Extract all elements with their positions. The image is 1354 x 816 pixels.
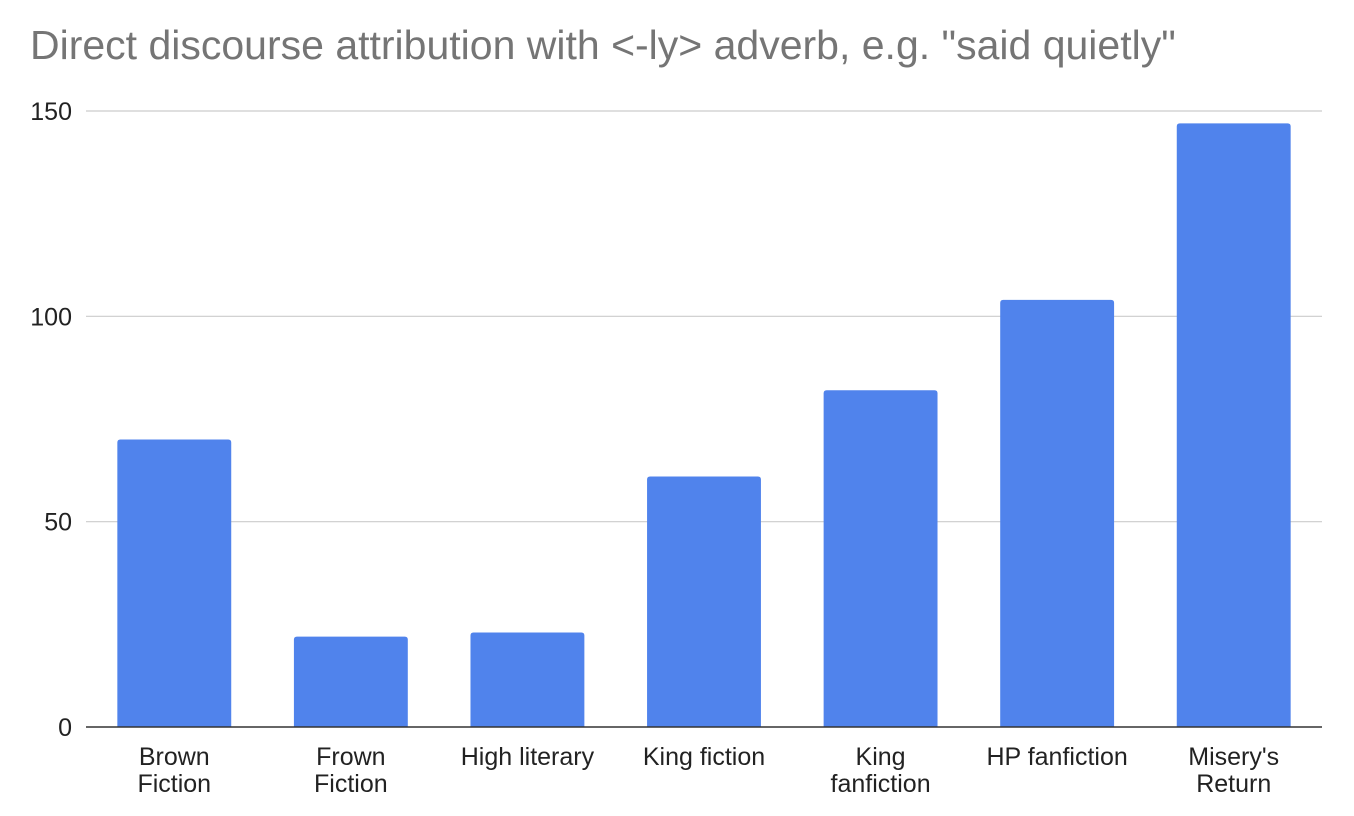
y-tick-label: 100 [30,303,72,331]
x-tick-label-line: HP fanfiction [986,743,1127,771]
x-tick-label: King fiction [643,743,765,771]
bar [470,632,585,727]
bar [117,439,232,727]
bar [1000,299,1115,727]
y-tick-label: 150 [30,98,72,126]
x-tick-label-line: Fiction [314,770,388,798]
gridlines [86,110,1322,523]
bars [117,123,1291,727]
x-tick-label-line: Return [1196,770,1271,798]
x-tick-label-line: Brown [139,743,210,771]
bar [647,476,761,727]
x-tick-label: Frown Fiction [314,743,388,798]
y-tick-labels: 0 50 100 150 [30,98,72,742]
x-tick-label-line: fanfiction [831,770,931,798]
x-tick-label-line: King [856,743,906,771]
bar [1176,123,1291,727]
x-tick-label: Brown Fiction [137,743,211,798]
chart-title: Direct discourse attribution with <-ly> … [30,22,1176,68]
x-tick-label-line: Fiction [137,770,211,798]
x-tick-label: King fanfiction [831,743,931,798]
x-tick-label-line: King fiction [643,743,765,771]
x-tick-label-line: Frown [316,743,385,771]
y-tick-label: 0 [58,714,72,742]
x-tick-label: Misery's Return [1188,743,1279,798]
x-tick-label: HP fanfiction [986,743,1127,771]
x-tick-label-line: High literary [461,743,595,771]
y-tick-label: 50 [44,509,72,537]
x-tick-label-line: Misery's [1188,743,1279,771]
bar [293,636,408,727]
x-tick-label: High literary [461,743,595,771]
bar [823,390,938,727]
